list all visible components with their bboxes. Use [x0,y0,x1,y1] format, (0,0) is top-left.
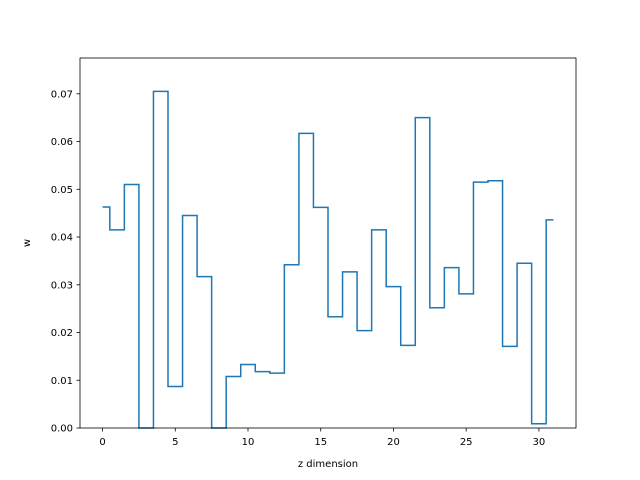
y-tick-label: 0.03 [51,280,73,291]
x-tick-label: 10 [242,437,255,448]
x-tick-label: 25 [460,437,473,448]
x-tick-label: 5 [172,437,178,448]
y-tick-label: 0.04 [51,233,73,244]
y-axis-ticks: 0.00 0.01 0.02 0.03 0.04 0.05 0.06 0.07 [51,89,80,435]
y-tick-label: 0.01 [51,376,73,387]
y-tick-label: 0.02 [51,328,73,339]
y-tick-label: 0.07 [51,89,73,100]
y-tick-label: 0.06 [51,137,73,148]
y-tick-label: 0.00 [51,424,73,435]
x-tick-label: 0 [99,437,105,448]
plot-frame [79,57,577,429]
x-tick-label: 20 [387,437,400,448]
x-tick-label: 15 [314,437,327,448]
x-axis-label: z dimension [298,459,358,470]
y-tick-label: 0.05 [51,185,73,196]
x-tick-label: 30 [533,437,546,448]
x-axis-ticks: 0 5 10 15 20 25 30 [99,428,545,448]
series-step-line [102,90,554,429]
y-axis-label: w [22,239,33,247]
